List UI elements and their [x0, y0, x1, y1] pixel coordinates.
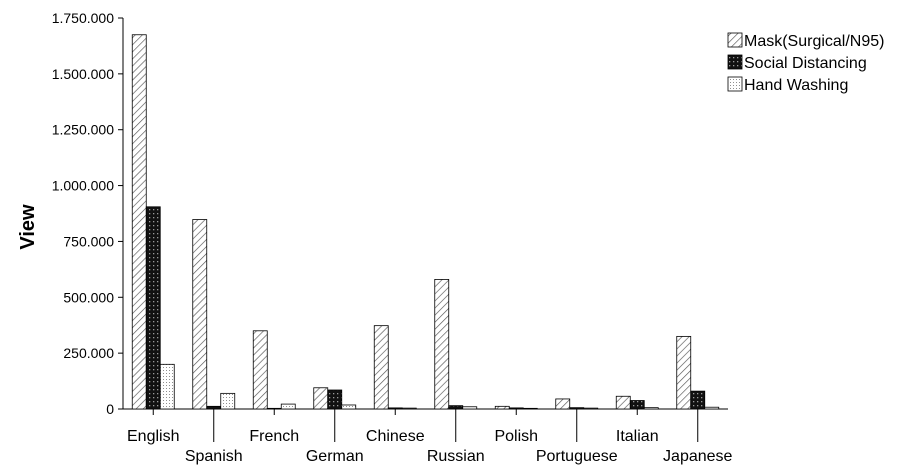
y-tick-label: 1.500.000: [52, 66, 114, 82]
y-tick-label: 1.750.000: [52, 10, 114, 26]
bar-hand-washing-spanish: [220, 392, 236, 410]
x-tick-label-japanese: Japanese: [663, 448, 732, 465]
bar-mask-surgical-n95-russian: [434, 279, 450, 410]
bar-social-distancing-english: [145, 206, 161, 410]
bar-mask-surgical-n95-chinese: [373, 325, 389, 410]
bar-hand-washing-portuguese: [583, 407, 599, 410]
y-axis-title: View: [17, 204, 39, 250]
legend-swatch-mask-surgical-n95: [727, 32, 743, 48]
x-axis: English Spanish French GermanChineseRussian…: [123, 408, 733, 465]
bar-mask-surgical-n95-spanish: [192, 219, 208, 410]
bar-mask-surgical-n95-german: [313, 387, 329, 410]
bar-mask-surgical-n95-italian: [615, 395, 631, 410]
bar-social-distancing-spanish: [206, 405, 222, 410]
legend-swatch-social-distancing: [727, 54, 743, 70]
legend-label-social-distancing: Social Distancing: [744, 55, 867, 72]
legend: Mask(Surgical/N95) Social Distancing Hand …: [727, 32, 884, 94]
x-tick-label-french: French: [249, 428, 299, 445]
bar-mask-surgical-n95-english: [131, 34, 147, 410]
bar-social-distancing-japanese: [690, 390, 706, 410]
y-tick-label: 0: [106, 401, 114, 417]
bar-hand-washing-italian: [643, 407, 659, 410]
bar-social-distancing-german: [327, 389, 343, 410]
x-tick-label-polish: Polish: [494, 428, 538, 445]
x-tick-label-russian: Russian: [427, 448, 485, 465]
y-tick-label: 500.000: [63, 289, 114, 305]
bar-hand-washing-chinese: [401, 407, 417, 410]
bar-social-distancing-polish: [508, 407, 524, 410]
bar-hand-washing-english: [159, 363, 175, 410]
x-tick-label-spanish: Spanish: [185, 448, 243, 465]
bar-mask-surgical-n95-french: [252, 330, 268, 410]
x-tick-label-chinese: Chinese: [366, 428, 425, 445]
bar-hand-washing-german: [341, 404, 357, 410]
bar-social-distancing-italian: [629, 400, 645, 410]
bar-hand-washing-japanese: [704, 406, 720, 410]
bar-mask-surgical-n95-polish: [494, 405, 510, 410]
x-tick-label-portuguese: Portuguese: [536, 448, 618, 465]
y-tick-label: 750.000: [63, 233, 114, 249]
bar-social-distancing-chinese: [387, 407, 403, 410]
y-tick-label: 1.250.000: [52, 122, 114, 138]
bar-hand-washing-russian: [462, 406, 478, 410]
bar-social-distancing-portuguese: [569, 407, 585, 410]
bar-social-distancing-russian: [448, 405, 464, 410]
bars: [131, 34, 720, 410]
bar-mask-surgical-n95-japanese: [676, 335, 692, 410]
legend-swatch-hand-washing: [727, 76, 743, 92]
x-tick-label-german: German: [306, 448, 364, 465]
x-tick-label-italian: Italian: [616, 428, 659, 445]
y-tick-label: 250.000: [63, 345, 114, 361]
bar-hand-washing-polish: [522, 407, 538, 410]
bar-social-distancing-french: [266, 407, 282, 410]
bar-hand-washing-french: [280, 403, 296, 410]
bar-mask-surgical-n95-portuguese: [555, 398, 571, 410]
x-tick-label-english: English: [127, 428, 179, 445]
legend-label-mask-surgical-n95: Mask(Surgical/N95): [744, 33, 884, 50]
y-axis: 0 250.000 500.000 750.000 1.000.000 1.250.000…: [52, 10, 124, 417]
legend-label-hand-washing: Hand Washing: [744, 77, 848, 94]
y-tick-label: 1.000.000: [52, 178, 114, 194]
